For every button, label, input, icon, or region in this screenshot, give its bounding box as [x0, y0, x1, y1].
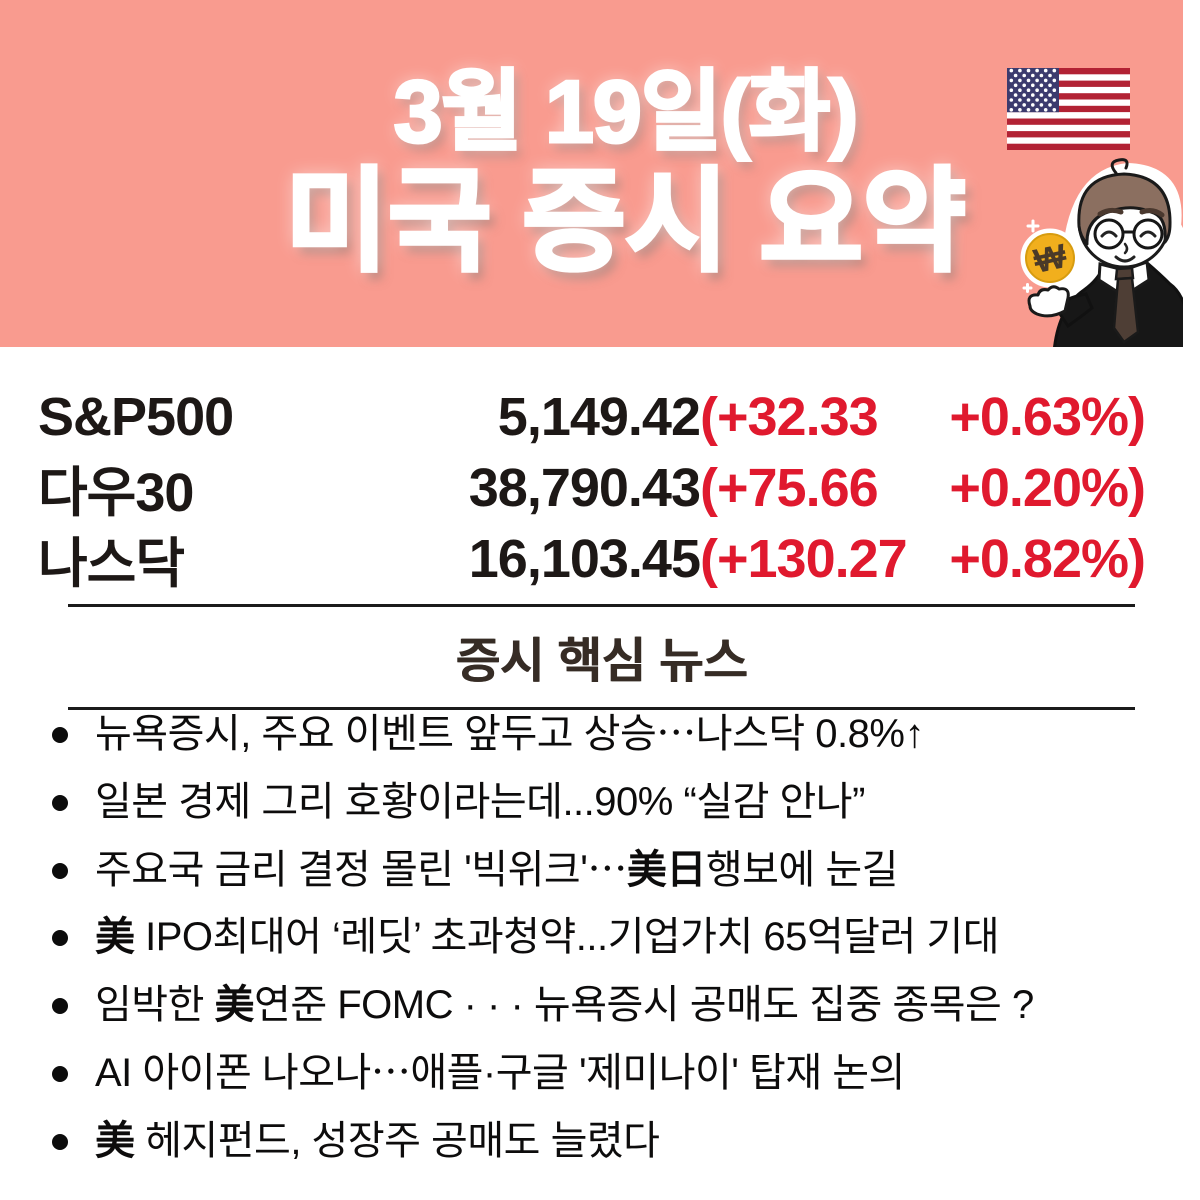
news-headline: 美 IPO최대어 ‘레딧’ 초과청약...기업가치 65억달러 기대 [95, 914, 999, 960]
us-flag-icon [1007, 68, 1130, 150]
news-section-heading: 증시 핵심 뉴스 [0, 604, 1200, 710]
mascot-tie [1112, 266, 1140, 344]
mascot-hair [1077, 172, 1172, 246]
header-banner: 3월 19일(화) 미국 증시 요약 [0, 0, 1183, 347]
index-value: 5,149.42 [497, 386, 701, 447]
index-name: S&P500 [38, 386, 234, 447]
index-quotes: S&P500 5,149.42 (+32.33 +0.63%) 다우30 38,790.4… [38, 381, 1146, 595]
mascot-hair-curl [1110, 158, 1129, 175]
index-name: 나스닥 [38, 534, 185, 594]
index-name: 다우30 [38, 463, 194, 523]
header-titles: 3월 19일(화) 미국 증시 요약 [34, 0, 1183, 285]
news-list: 뉴욕증시, 주요 이벤트 앞두고 상승⋯나스닥 0.8%↑ 일본 경제 그리 호황… [52, 712, 1200, 1187]
page-title: 미국 증시 요약 [283, 159, 967, 285]
news-headline: 뉴욕증시, 주요 이벤트 앞두고 상승⋯나스닥 0.8%↑ [95, 712, 924, 756]
index-row: S&P500 5,149.42 (+32.33 +0.63%) [38, 381, 1146, 452]
mascot-nose [1123, 242, 1129, 255]
divider-top [68, 604, 1135, 607]
news-item: AI 아이폰 나오나⋯애플·구글 '제미나이' 탑재 논의 [52, 1051, 1200, 1096]
flag-stripes [1007, 68, 1130, 150]
index-change-percent: +0.20%) [949, 457, 1146, 518]
news-item: 美 헤지펀드, 성장주 공매도 늘렸다 [52, 1117, 1200, 1164]
news-item: 일본 경제 그리 호황이라는데...90% “실감 안나” [52, 780, 1200, 825]
news-item: 주요국 금리 결정 몰린 '빅위크'⋯美日행보에 눈길 [52, 846, 1200, 893]
index-change: (+75.66 +0.20%) [700, 457, 1146, 519]
date-title: 3월 19일(화) [392, 62, 860, 161]
news-item: 임박한 美연준 FOMC · · · 뉴욕증시 공매도 집중 종목은 ? [52, 982, 1200, 1028]
flag-stars [1009, 68, 1057, 112]
analyst-mascot: ₩ [1020, 158, 1183, 347]
bullet-icon [52, 794, 68, 811]
bullet-icon [52, 727, 68, 743]
mascot-hand [1027, 285, 1070, 318]
index-change-percent: +0.82%) [949, 528, 1146, 589]
index-row: 다우30 38,790.43 (+75.66 +0.20%) [38, 452, 1146, 524]
index-value: 38,790.43 [468, 457, 701, 518]
news-headline: 주요국 금리 결정 몰린 '빅위크'⋯美日행보에 눈길 [95, 846, 898, 892]
index-change-points: (+32.33 [700, 386, 879, 447]
bullet-icon [52, 1065, 68, 1082]
bullet-icon [52, 862, 68, 879]
index-change: (+32.33 +0.63%) [700, 386, 1146, 448]
glasses-icon [1093, 218, 1164, 250]
sparkle-icon [1022, 219, 1040, 293]
mascot-eyes [1100, 230, 1157, 238]
index-row: 나스닥 16,103.45 (+130.27 +0.82%) [38, 523, 1146, 595]
index-change-points: (+130.27 [700, 528, 908, 589]
won-coin-icon: ₩ [1020, 228, 1080, 288]
news-item: 美 IPO최대어 ‘레딧’ 초과청약...기업가치 65억달러 기대 [52, 914, 1200, 960]
mascot-eyebrows [1097, 207, 1165, 218]
news-item: 뉴욕증시, 주요 이벤트 앞두고 상승⋯나스닥 0.8%↑ [52, 712, 1200, 757]
news-headline: 美 헤지펀드, 성장주 공매도 늘렸다 [95, 1117, 660, 1163]
bullet-icon [52, 930, 68, 947]
divider-bottom [68, 707, 1135, 710]
index-value: 16,103.45 [468, 528, 701, 589]
mascot-mouth [1114, 255, 1136, 263]
index-change-points: (+75.66 [700, 457, 879, 518]
index-change-percent: +0.63%) [949, 386, 1146, 447]
section-title: 증시 핵심 뉴스 [455, 635, 748, 688]
news-headline: 임박한 美연준 FOMC · · · 뉴욕증시 공매도 집중 종목은 ? [95, 982, 1034, 1028]
bullet-icon [52, 1133, 68, 1150]
news-headline: AI 아이폰 나오나⋯애플·구글 '제미나이' 탑재 논의 [95, 1050, 905, 1095]
index-change: (+130.27 +0.82%) [700, 528, 1146, 590]
news-headline: 일본 경제 그리 호황이라는데...90% “실감 안나” [95, 779, 865, 824]
bullet-icon [52, 998, 68, 1015]
